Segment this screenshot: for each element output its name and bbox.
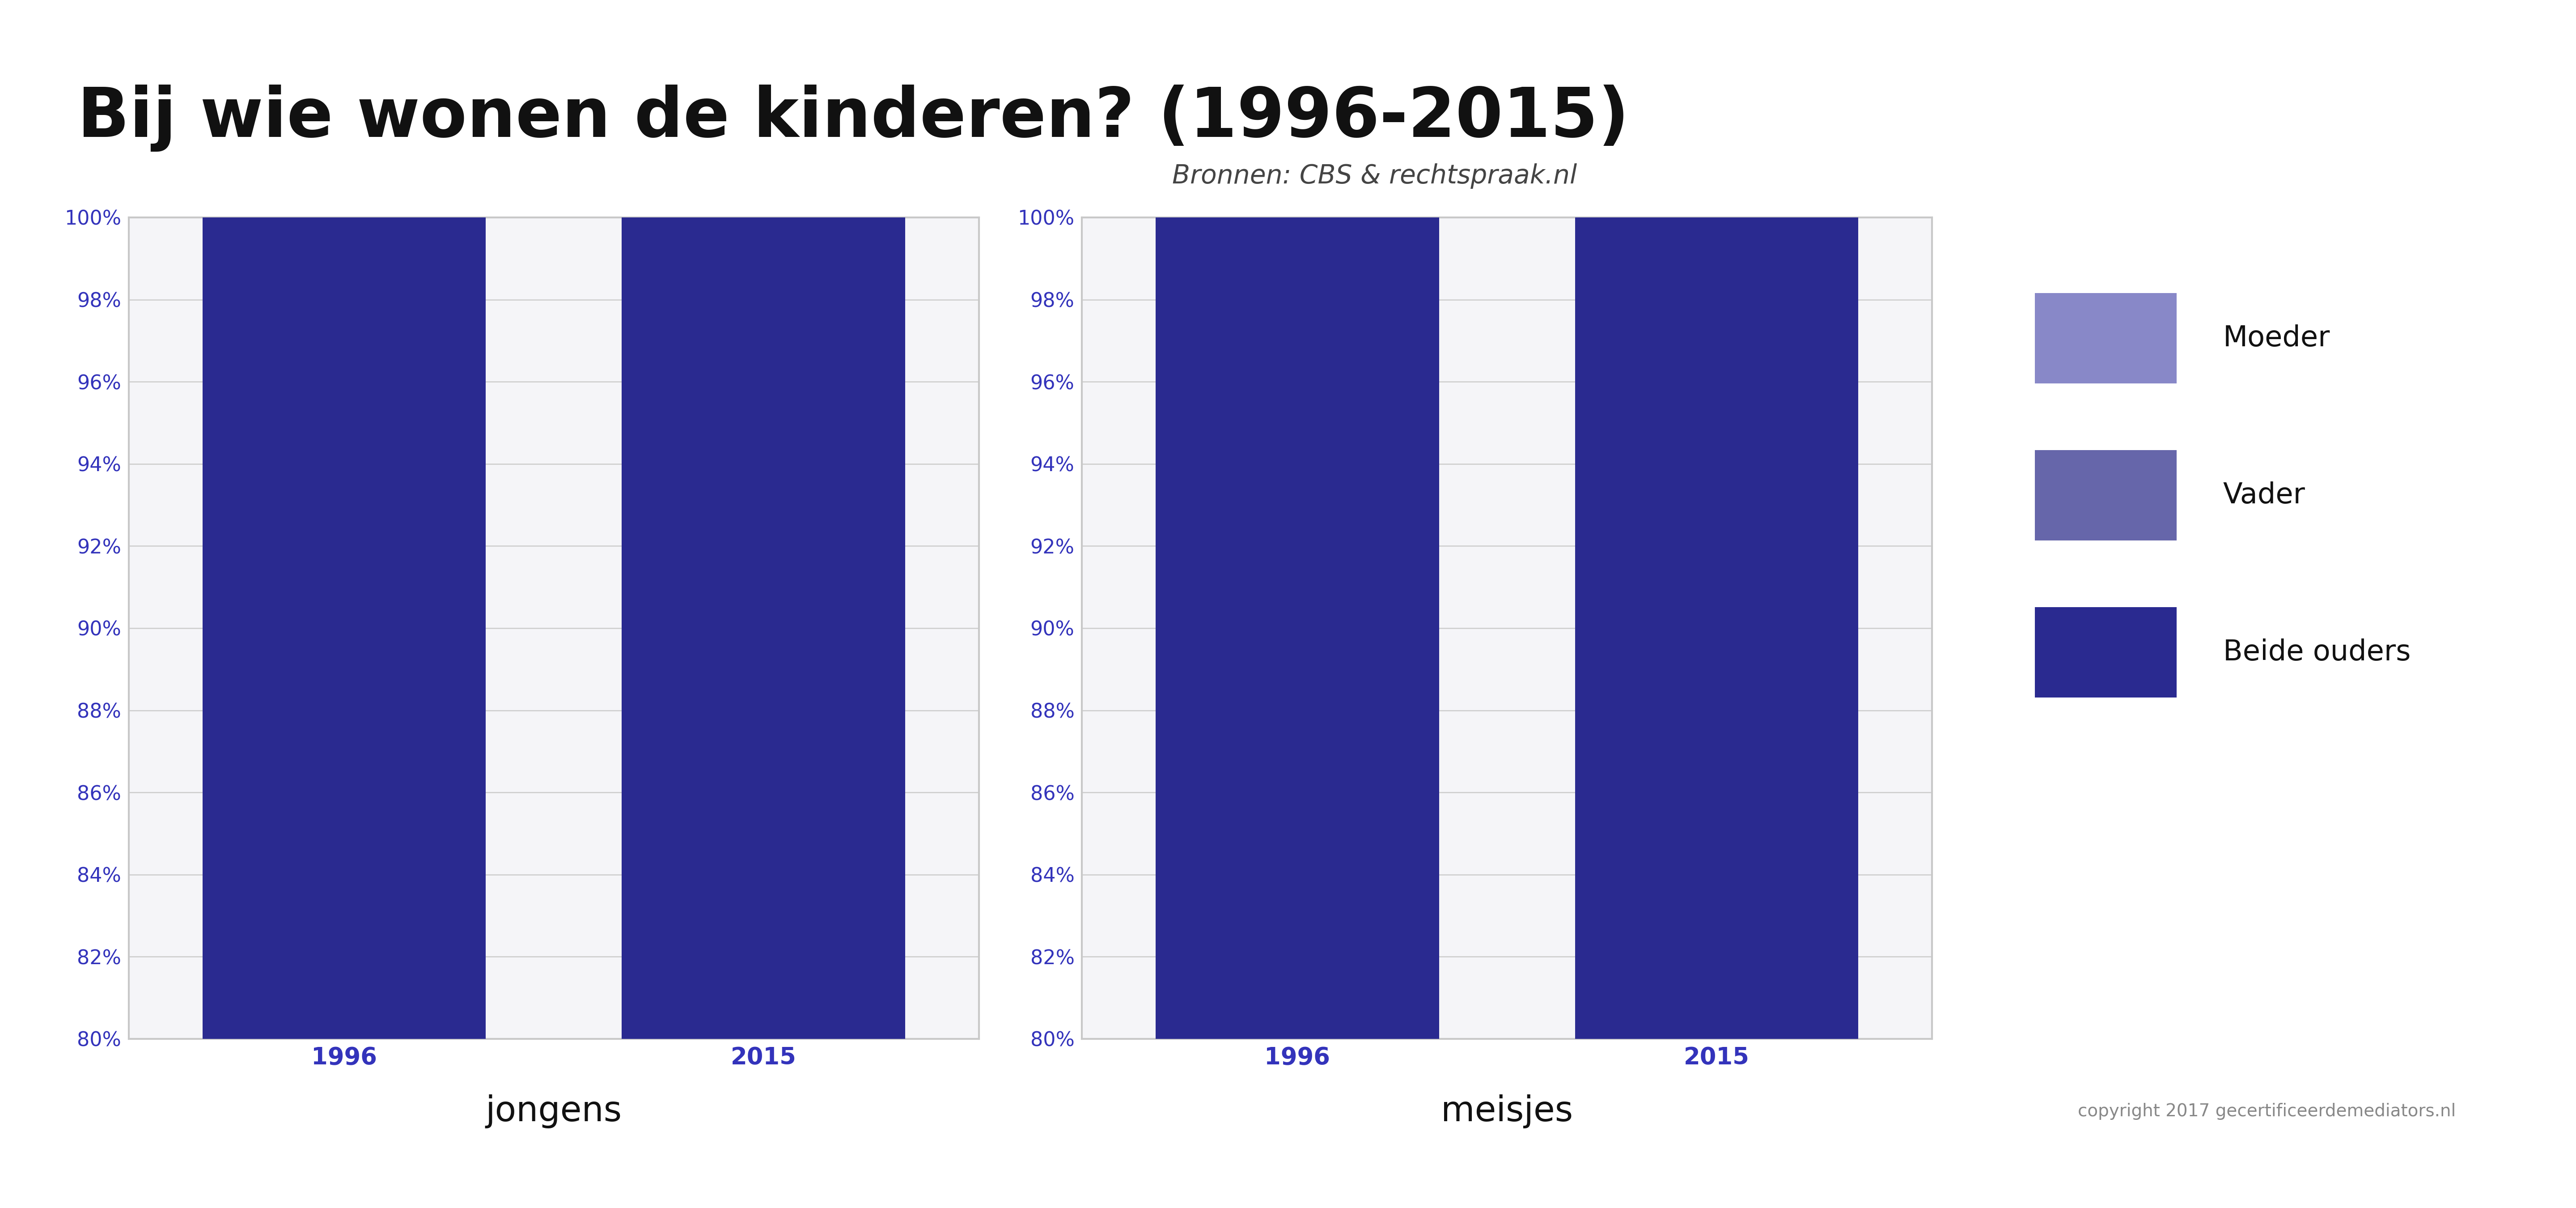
Text: Vader: Vader — [2223, 482, 2306, 509]
Text: meisjes: meisjes — [1440, 1094, 1574, 1128]
Text: copyright 2017 gecertificeerdemediators.nl: copyright 2017 gecertificeerdemediators.… — [2079, 1103, 2455, 1120]
Bar — [204, 0, 487, 1039]
Text: Bronnen: CBS & rechtspraak.nl: Bronnen: CBS & rechtspraak.nl — [1172, 163, 1577, 188]
Bar — [621, 0, 904, 1039]
Bar — [1157, 0, 1440, 1039]
Bar — [1574, 0, 1857, 1039]
Text: Moeder: Moeder — [2223, 325, 2331, 352]
Text: Bij wie wonen de kinderen? (1996-2015): Bij wie wonen de kinderen? (1996-2015) — [77, 85, 1628, 152]
Text: jongens: jongens — [487, 1094, 621, 1128]
Text: Beide ouders: Beide ouders — [2223, 639, 2411, 666]
